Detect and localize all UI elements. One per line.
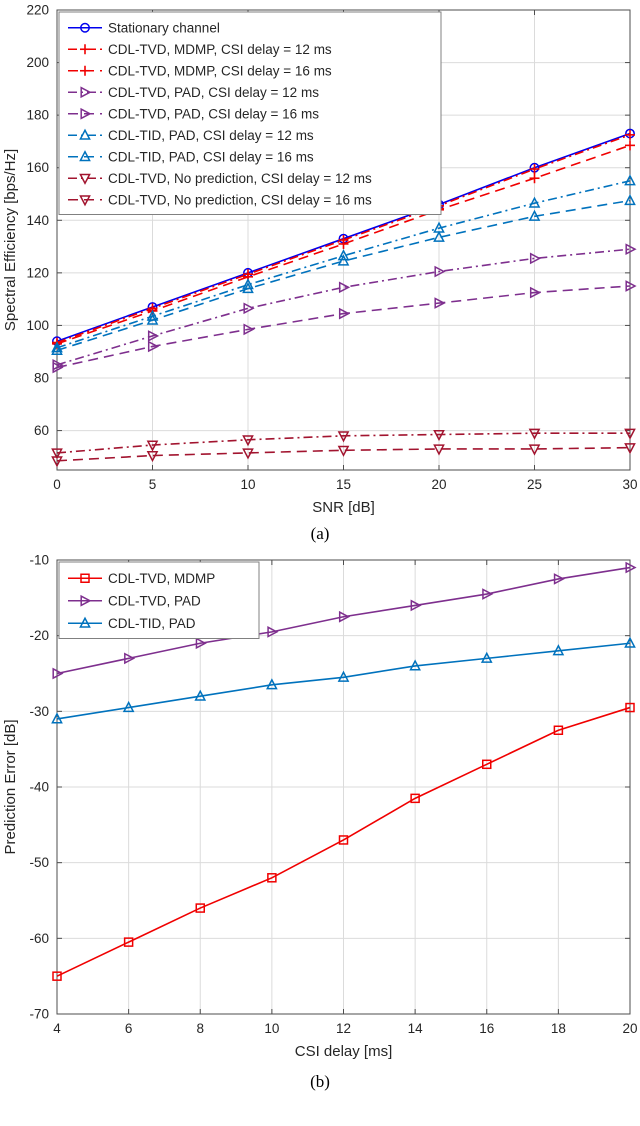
svg-text:60: 60	[34, 423, 49, 438]
svg-text:80: 80	[34, 371, 49, 386]
svg-text:4: 4	[53, 1021, 61, 1036]
caption-b: (b)	[310, 1072, 330, 1091]
svg-text:220: 220	[26, 3, 49, 18]
svg-text:200: 200	[26, 55, 49, 70]
svg-text:10: 10	[240, 477, 255, 492]
svg-text:120: 120	[26, 265, 49, 280]
svg-text:-70: -70	[29, 1007, 49, 1022]
svg-text:Spectral Efficiency [bps/Hz]: Spectral Efficiency [bps/Hz]	[2, 149, 19, 331]
svg-text:-10: -10	[29, 553, 49, 568]
svg-text:0: 0	[53, 477, 61, 492]
svg-text:-50: -50	[29, 855, 49, 870]
svg-text:-30: -30	[29, 704, 49, 719]
svg-text:CDL-TVD, MDMP: CDL-TVD, MDMP	[108, 571, 215, 586]
svg-text:25: 25	[527, 477, 542, 492]
svg-text:10: 10	[264, 1021, 279, 1036]
spectral-efficiency-chart: 0 5 10 15 20 25 30 60 80 100 120 140 160 180 200 220 SNR…	[0, 2, 640, 520]
svg-text:CDL-TVD, No prediction, CSI de: CDL-TVD, No prediction, CSI delay = 12 m…	[108, 171, 372, 186]
svg-text:20: 20	[622, 1021, 637, 1036]
svg-text:-20: -20	[29, 628, 49, 643]
svg-text:5: 5	[149, 477, 157, 492]
svg-text:6: 6	[125, 1021, 133, 1036]
svg-text:Prediction Error [dB]: Prediction Error [dB]	[2, 719, 19, 854]
svg-text:CDL-TVD, MDMP, CSI delay = 16: CDL-TVD, MDMP, CSI delay = 16 ms	[108, 63, 332, 78]
svg-text:-40: -40	[29, 780, 49, 795]
svg-text:CDL-TVD, MDMP, CSI delay = 12: CDL-TVD, MDMP, CSI delay = 12 ms	[108, 42, 332, 57]
svg-text:20: 20	[431, 477, 446, 492]
svg-text:18: 18	[551, 1021, 566, 1036]
svg-text:140: 140	[26, 213, 49, 228]
svg-text:16: 16	[479, 1021, 494, 1036]
svg-text:-60: -60	[29, 931, 49, 946]
svg-text:CDL-TID, PAD: CDL-TID, PAD	[108, 616, 196, 631]
svg-text:CDL-TID, PAD, CSI delay = 12 m: CDL-TID, PAD, CSI delay = 12 ms	[108, 128, 314, 143]
svg-text:14: 14	[408, 1021, 424, 1036]
svg-text:CDL-TVD, No prediction, CSI de: CDL-TVD, No prediction, CSI delay = 16 m…	[108, 192, 372, 207]
svg-text:15: 15	[336, 477, 351, 492]
svg-text:Stationary channel: Stationary channel	[108, 20, 220, 35]
svg-text:SNR [dB]: SNR [dB]	[312, 499, 375, 516]
figure: 0 5 10 15 20 25 30 60 80 100 120 140 160 180 200 220 SNR…	[0, 2, 640, 1091]
caption-a: (a)	[310, 524, 330, 543]
svg-text:180: 180	[26, 108, 49, 123]
svg-text:CDL-TVD, PAD, CSI delay = 12 m: CDL-TVD, PAD, CSI delay = 12 ms	[108, 85, 319, 100]
svg-text:CDL-TVD, PAD: CDL-TVD, PAD	[108, 593, 201, 608]
svg-text:CDL-TVD, PAD, CSI delay = 16 m: CDL-TVD, PAD, CSI delay = 16 ms	[108, 106, 319, 121]
svg-text:12: 12	[336, 1021, 351, 1036]
svg-text:160: 160	[26, 160, 49, 175]
svg-text:8: 8	[196, 1021, 204, 1036]
prediction-error-chart: 4 6 8 10 12 14 16 18 20 -70 -60 -50 -40 -30 -20 -10 CSI …	[0, 552, 640, 1068]
svg-text:CDL-TID, PAD, CSI delay = 16 m: CDL-TID, PAD, CSI delay = 16 ms	[108, 149, 314, 164]
svg-text:100: 100	[26, 318, 49, 333]
svg-text:CSI delay [ms]: CSI delay [ms]	[295, 1043, 393, 1060]
svg-text:30: 30	[622, 477, 637, 492]
